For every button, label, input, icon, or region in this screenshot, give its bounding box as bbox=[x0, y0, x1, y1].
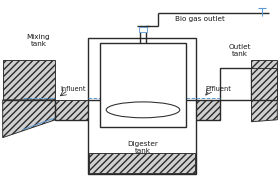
Text: Gas
holder
tank: Gas holder tank bbox=[132, 67, 155, 88]
Polygon shape bbox=[220, 68, 251, 100]
Polygon shape bbox=[196, 100, 220, 120]
Text: Digester
tank: Digester tank bbox=[128, 141, 158, 154]
Text: Influent: Influent bbox=[60, 86, 86, 92]
Polygon shape bbox=[3, 100, 55, 138]
Text: Mixing
tank: Mixing tank bbox=[27, 34, 50, 47]
Polygon shape bbox=[251, 60, 277, 100]
Polygon shape bbox=[100, 43, 186, 127]
Text: Effluent: Effluent bbox=[206, 86, 232, 92]
Polygon shape bbox=[55, 100, 88, 120]
Polygon shape bbox=[251, 68, 277, 100]
Polygon shape bbox=[251, 100, 277, 122]
Polygon shape bbox=[3, 60, 55, 100]
Polygon shape bbox=[88, 38, 196, 174]
Bar bbox=[139, 28, 147, 32]
Text: Outlet
tank: Outlet tank bbox=[228, 44, 251, 57]
Text: Bio gas outlet: Bio gas outlet bbox=[175, 15, 225, 22]
Polygon shape bbox=[89, 152, 195, 173]
